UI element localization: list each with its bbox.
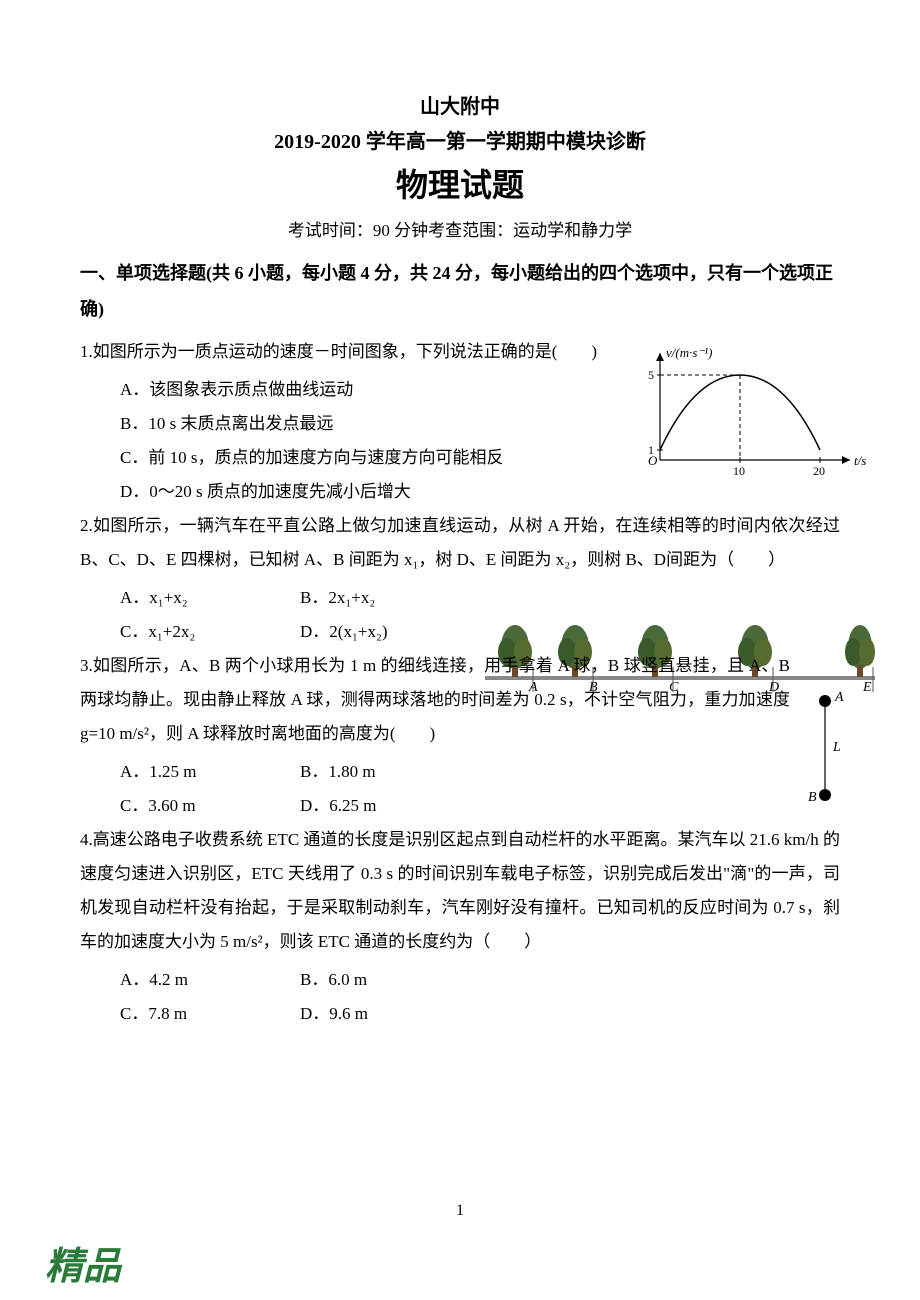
q4-opt-b: B．6.0 m [300, 963, 480, 997]
q1-opt-d: D．0～20 s 质点的加速度先减小后增大 [120, 475, 840, 509]
svg-text:10: 10 [733, 464, 745, 475]
question-4: 4.高速公路电子收费系统 ETC 通道的长度是识别区起点到自动栏杆的水平距离。某… [80, 823, 840, 1031]
q2-opt-b: B．2x₁+x₂ [300, 581, 480, 615]
q4-stem: 4.高速公路电子收费系统 ETC 通道的长度是识别区起点到自动栏杆的水平距离。某… [80, 823, 840, 959]
q2-opt-c: C．x₁+2x₂ [120, 615, 300, 649]
svg-text:1: 1 [648, 443, 654, 457]
exam-period: 2019-2020 学年高一第一学期期中模块诊断 [80, 125, 840, 154]
q3-opt-c: C．3.60 m [120, 789, 300, 823]
school-name: 山大附中 [80, 90, 840, 119]
svg-text:B: B [808, 790, 817, 805]
section-1-title: 一、单项选择题(共 6 小题，每小题 4 分，共 24 分，每小题给出的四个选项… [80, 255, 840, 327]
exam-info: 考试时间：90 分钟考查范围：运动学和静力学 [80, 216, 840, 241]
svg-text:L: L [832, 740, 841, 755]
q2-opt-d: D．2(x₁+x₂) [300, 615, 480, 649]
page-number: 1 [0, 1202, 920, 1220]
q3-opt-b: B．1.80 m [300, 755, 480, 789]
q3-opt-a: A．1.25 m [120, 755, 300, 789]
q4-opt-d: D．9.6 m [300, 997, 480, 1031]
question-1: v/(m·s⁻¹) t/s O 1 5 10 20 1.如图所示为一质点运动的速… [80, 335, 840, 509]
q1-figure: v/(m·s⁻¹) t/s O 1 5 10 20 [640, 345, 870, 480]
watermark: 精品 [45, 1235, 121, 1290]
svg-text:E: E [862, 680, 872, 695]
question-2: 2.如图所示，一辆汽车在平直公路上做匀加速直线运动，从树 A 开始，在连续相等的… [80, 509, 840, 649]
q3-figure: A L B [800, 689, 850, 814]
subject-title: 物理试题 [80, 160, 840, 206]
svg-text:v/(m·s⁻¹): v/(m·s⁻¹) [666, 345, 713, 360]
svg-text:20: 20 [813, 464, 825, 475]
svg-text:A: A [834, 690, 844, 705]
question-3: A L B 3.如图所示，A、B 两个小球用长为 1 m 的细线连接，用手拿着 … [80, 649, 840, 823]
q3-stem: 3.如图所示，A、B 两个小球用长为 1 m 的细线连接，用手拿着 A 球，B … [80, 649, 790, 751]
q4-opt-c: C．7.8 m [120, 997, 300, 1031]
q2-stem: 2.如图所示，一辆汽车在平直公路上做匀加速直线运动，从树 A 开始，在连续相等的… [80, 509, 840, 577]
q2-opt-a: A．x₁+x₂ [120, 581, 300, 615]
q4-opt-a: A．4.2 m [120, 963, 300, 997]
svg-text:t/s: t/s [854, 453, 866, 468]
svg-text:5: 5 [648, 368, 654, 382]
q1-stem: 1.如图所示为一质点运动的速度－时间图象，下列说法正确的是( ) [80, 335, 640, 369]
q3-opt-d: D．6.25 m [300, 789, 480, 823]
